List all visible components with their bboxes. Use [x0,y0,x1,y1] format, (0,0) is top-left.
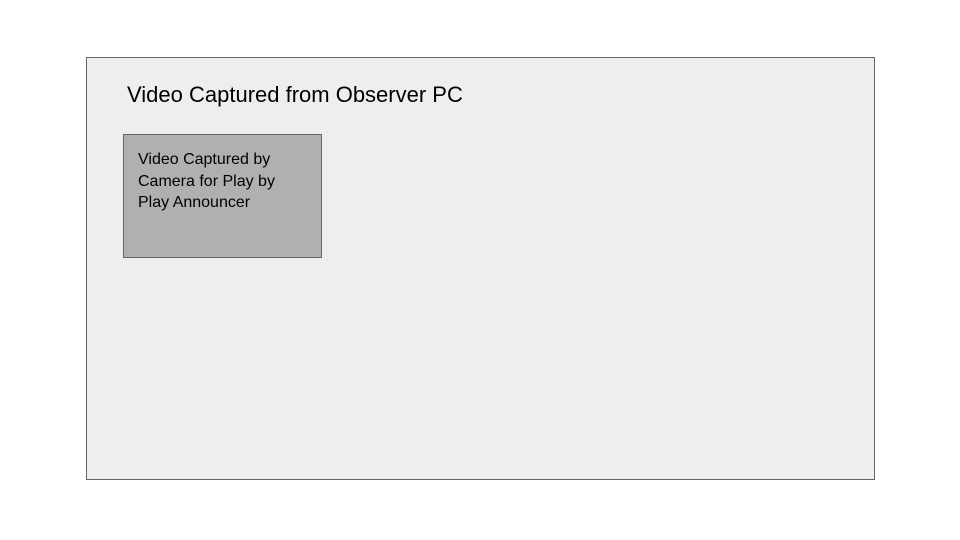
observer-pc-panel: Video Captured from Observer PC Video Ca… [86,57,875,480]
camera-announcer-text: Video Captured by Camera for Play by Pla… [138,149,307,214]
camera-announcer-panel: Video Captured by Camera for Play by Pla… [123,134,322,258]
observer-pc-title: Video Captured from Observer PC [127,82,463,108]
